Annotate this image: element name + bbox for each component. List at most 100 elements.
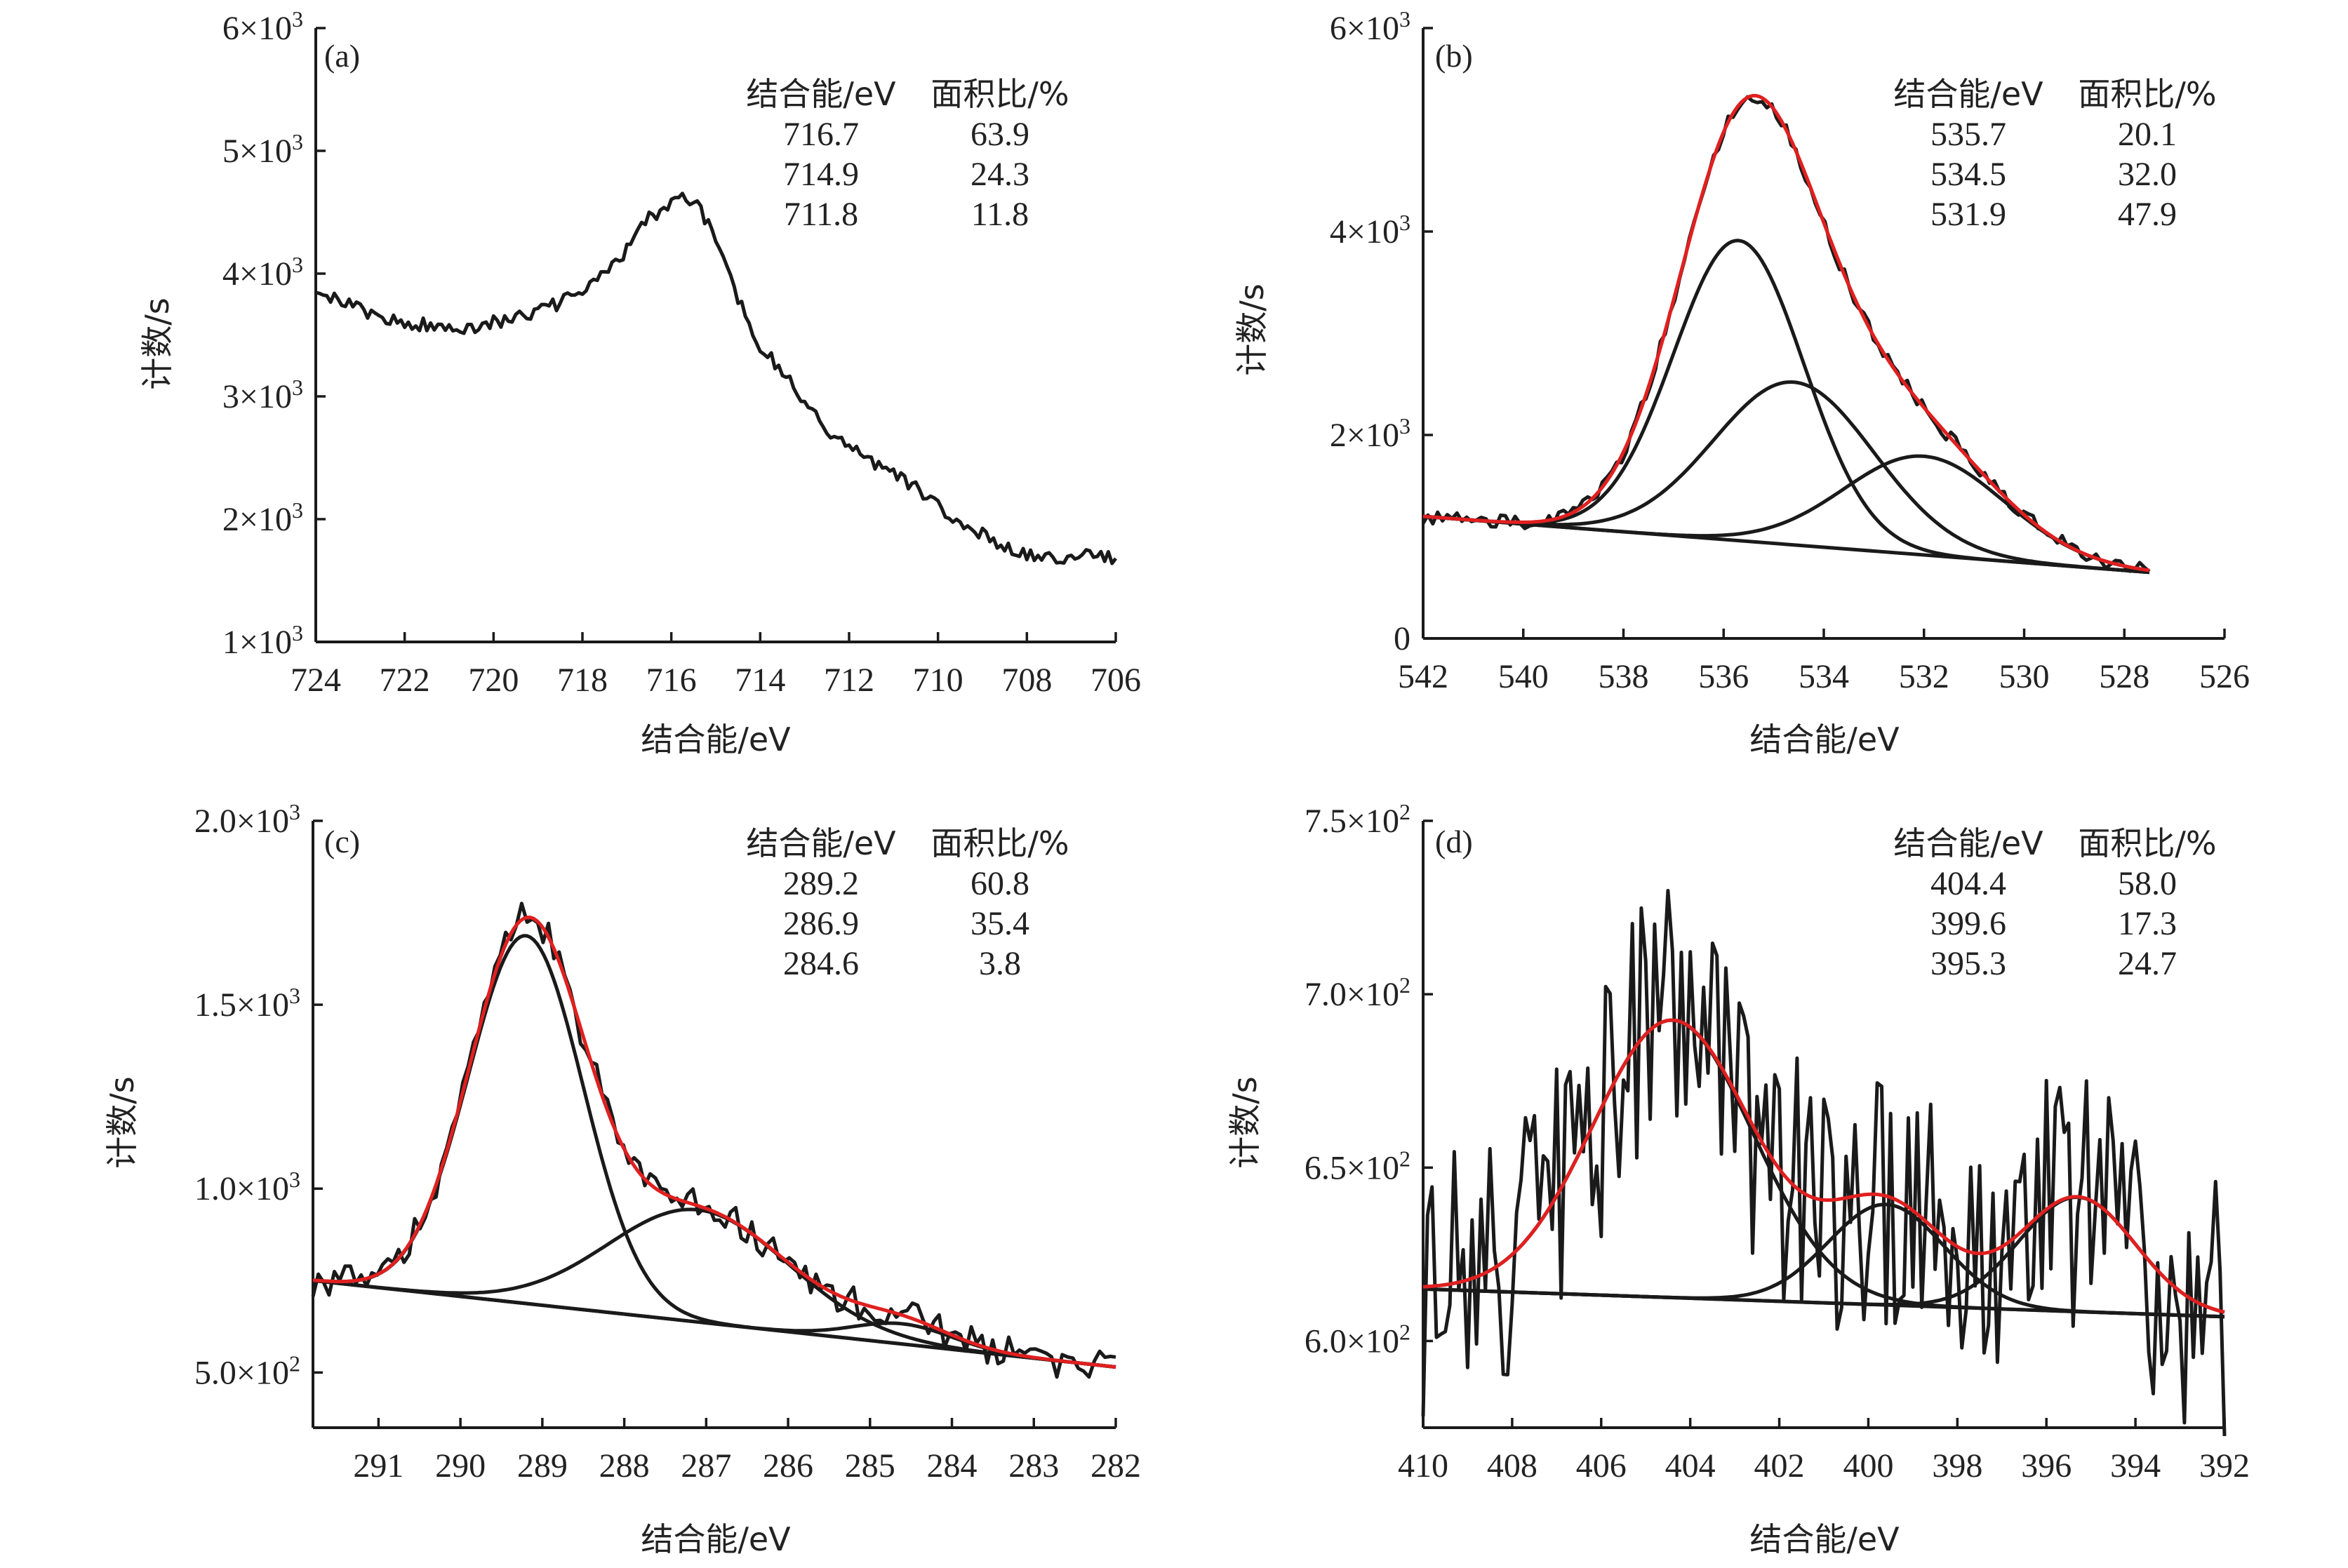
x-tick-label: 532 [1899,658,1949,695]
x-tick-label: 282 [1090,1447,1141,1485]
table-cell-area: 60.8 [970,865,1029,902]
panel-a: 724 722 720 718 716 714 712 710 708 706 1×103 2×103… [138,6,1141,758]
table-cell-area: 58.0 [2118,865,2177,902]
x-tick-label: 392 [2199,1447,2250,1485]
x-tick-label: 722 [380,662,430,699]
x-tick-label: 540 [1498,658,1549,695]
table-cell-area: 11.8 [971,196,1029,233]
y-axis-title: 计数/s [1226,1076,1264,1168]
panel-c: 291 290 289 288 287 286 285 284 283 282 5.0×102 1.0… [103,799,1141,1558]
x-tick-label: 718 [557,662,608,699]
x-tick-label: 283 [1008,1447,1059,1485]
table-cell-energy: 399.6 [1930,905,2006,942]
x-tick-label: 287 [681,1447,731,1485]
table-cell-energy: 716.7 [783,116,859,153]
x-tick-label: 710 [913,662,963,699]
y-tick-label: 5.0×102 [194,1351,300,1391]
fit-component-line [1422,454,2150,572]
panel-d: 410 408 406 404 402 400 398 396 394 392 6.0×102 6.5… [1226,799,2250,1558]
x-tick-label: 286 [763,1447,813,1485]
raw-spectrum-line [1421,889,2227,1436]
table-cell-area: 24.3 [970,156,1029,193]
panel-b: 542 540 538 536 534 532 530 528 526 0 2×103 4×103 6×… [1233,6,2250,758]
table-cell-area: 47.9 [2118,196,2177,233]
x-tick-label: 714 [735,662,785,699]
x-axis-title: 结合能/eV [641,721,791,758]
raw-spectrum-line [1421,95,2151,573]
fit-component-line [312,934,1116,1369]
table-cell-area: 63.9 [970,116,1029,153]
x-tick-label: 291 [353,1447,403,1485]
x-tick-label: 530 [1999,658,2050,695]
table-header-area: 面积比/% [930,824,1069,862]
y-tick-label: 7.5×102 [1305,799,1410,840]
table-header-area: 面积比/% [2078,75,2216,113]
table-header-energy: 结合能/eV [1893,75,2043,113]
table-cell-energy: 535.7 [1930,116,2006,153]
x-tick-label: 398 [1932,1447,1982,1485]
table-cell-area: 20.1 [2118,116,2177,153]
panel-label: (d) [1435,824,1473,859]
x-tick-label: 538 [1599,658,1649,695]
table-cell-area: 3.8 [979,945,1021,982]
x-tick-label: 528 [2099,658,2149,695]
x-tick-label: 706 [1090,662,1141,699]
x-axis-title: 结合能/eV [1749,721,1900,758]
table-cell-area: 32.0 [2118,156,2177,193]
y-tick-label: 6.5×102 [1305,1146,1410,1186]
x-tick-label: 526 [2199,658,2250,695]
x-tick-label: 400 [1843,1447,1893,1485]
y-axis-title: 计数/s [103,1076,141,1168]
y-tick-label: 3×103 [222,375,303,415]
table-cell-energy: 286.9 [783,905,859,942]
table-header-area: 面积比/% [930,75,1069,113]
fit-envelope-line [312,916,1116,1369]
y-tick-label: 6×103 [1330,6,1410,47]
x-tick-label: 396 [2021,1447,2072,1485]
x-tick-label: 536 [1698,658,1749,695]
y-tick-label: 0 [1394,620,1410,657]
x-tick-label: 406 [1576,1447,1627,1485]
x-tick-label: 394 [2110,1447,2161,1485]
x-tick-label: 290 [435,1447,486,1485]
fit-envelope-line [1422,93,2150,572]
y-tick-label: 7.0×102 [1305,972,1410,1013]
y-tick-label: 4×103 [222,252,303,293]
panel-label: (a) [324,38,360,74]
x-tick-label: 724 [291,662,341,699]
table-cell-energy: 284.6 [783,945,859,982]
table-cell-energy: 534.5 [1930,156,2006,193]
panel-label: (b) [1435,38,1473,74]
x-tick-label: 720 [468,662,519,699]
x-tick-label: 404 [1665,1447,1716,1485]
table-cell-energy: 711.8 [784,196,858,233]
x-tick-label: 408 [1487,1447,1537,1485]
x-tick-label: 284 [927,1447,978,1485]
y-tick-label: 6×103 [222,6,303,47]
y-tick-label: 1.0×103 [194,1167,300,1207]
x-tick-label: 716 [646,662,697,699]
fit-component-line [312,1207,1116,1369]
x-tick-label: 708 [1001,662,1052,699]
panel-label: (c) [324,824,360,859]
table-cell-energy: 531.9 [1930,196,2006,233]
y-tick-label: 2×103 [1330,413,1410,454]
table-cell-area: 17.3 [2118,905,2177,942]
y-axis-title: 计数/s [138,297,176,389]
table-cell-energy: 289.2 [783,865,859,902]
table-header-energy: 结合能/eV [746,75,896,113]
x-tick-label: 712 [824,662,874,699]
table-cell-energy: 404.4 [1930,865,2006,902]
x-tick-label: 534 [1799,658,1849,695]
y-tick-label: 4×103 [1330,210,1410,250]
x-tick-label: 402 [1754,1447,1805,1485]
x-axis-title: 结合能/eV [641,1520,791,1558]
x-tick-label: 285 [845,1447,895,1485]
x-tick-label: 542 [1398,658,1448,695]
table-header-energy: 结合能/eV [1893,824,2043,862]
table-cell-area: 24.7 [2118,945,2177,982]
y-tick-label: 1.5×103 [194,983,300,1024]
table-cell-area: 35.4 [970,905,1029,942]
table-header-energy: 结合能/eV [746,824,896,862]
